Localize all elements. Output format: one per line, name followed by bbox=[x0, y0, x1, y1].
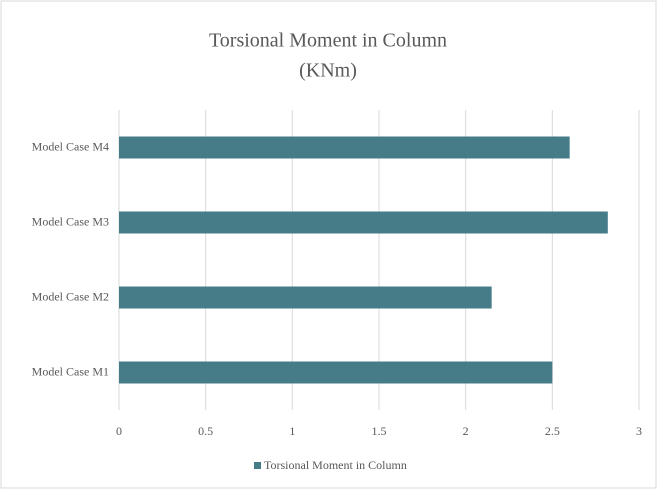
x-tick-label: 0.5 bbox=[198, 424, 213, 438]
x-tick-label: 1.5 bbox=[372, 424, 387, 438]
legend-label: Torsional Moment in Column bbox=[264, 458, 407, 472]
chart-title: Torsional Moment in Column bbox=[209, 30, 447, 52]
x-tick-label: 2.5 bbox=[545, 424, 560, 438]
chart-subtitle: (KNm) bbox=[299, 60, 357, 82]
bar bbox=[119, 136, 570, 159]
x-tick-label: 1 bbox=[289, 424, 295, 438]
y-tick-label: Model Case M4 bbox=[32, 139, 109, 153]
bar bbox=[119, 361, 553, 384]
legend-swatch bbox=[254, 462, 261, 469]
x-tick-label: 3 bbox=[636, 424, 642, 438]
bar bbox=[119, 286, 492, 309]
x-tick-label: 0 bbox=[116, 424, 122, 438]
y-tick-label: Model Case M2 bbox=[32, 289, 109, 303]
bar bbox=[119, 211, 608, 234]
y-tick-label: Model Case M3 bbox=[32, 214, 109, 228]
x-tick-label: 2 bbox=[463, 424, 469, 438]
y-tick-label: Model Case M1 bbox=[32, 364, 109, 378]
